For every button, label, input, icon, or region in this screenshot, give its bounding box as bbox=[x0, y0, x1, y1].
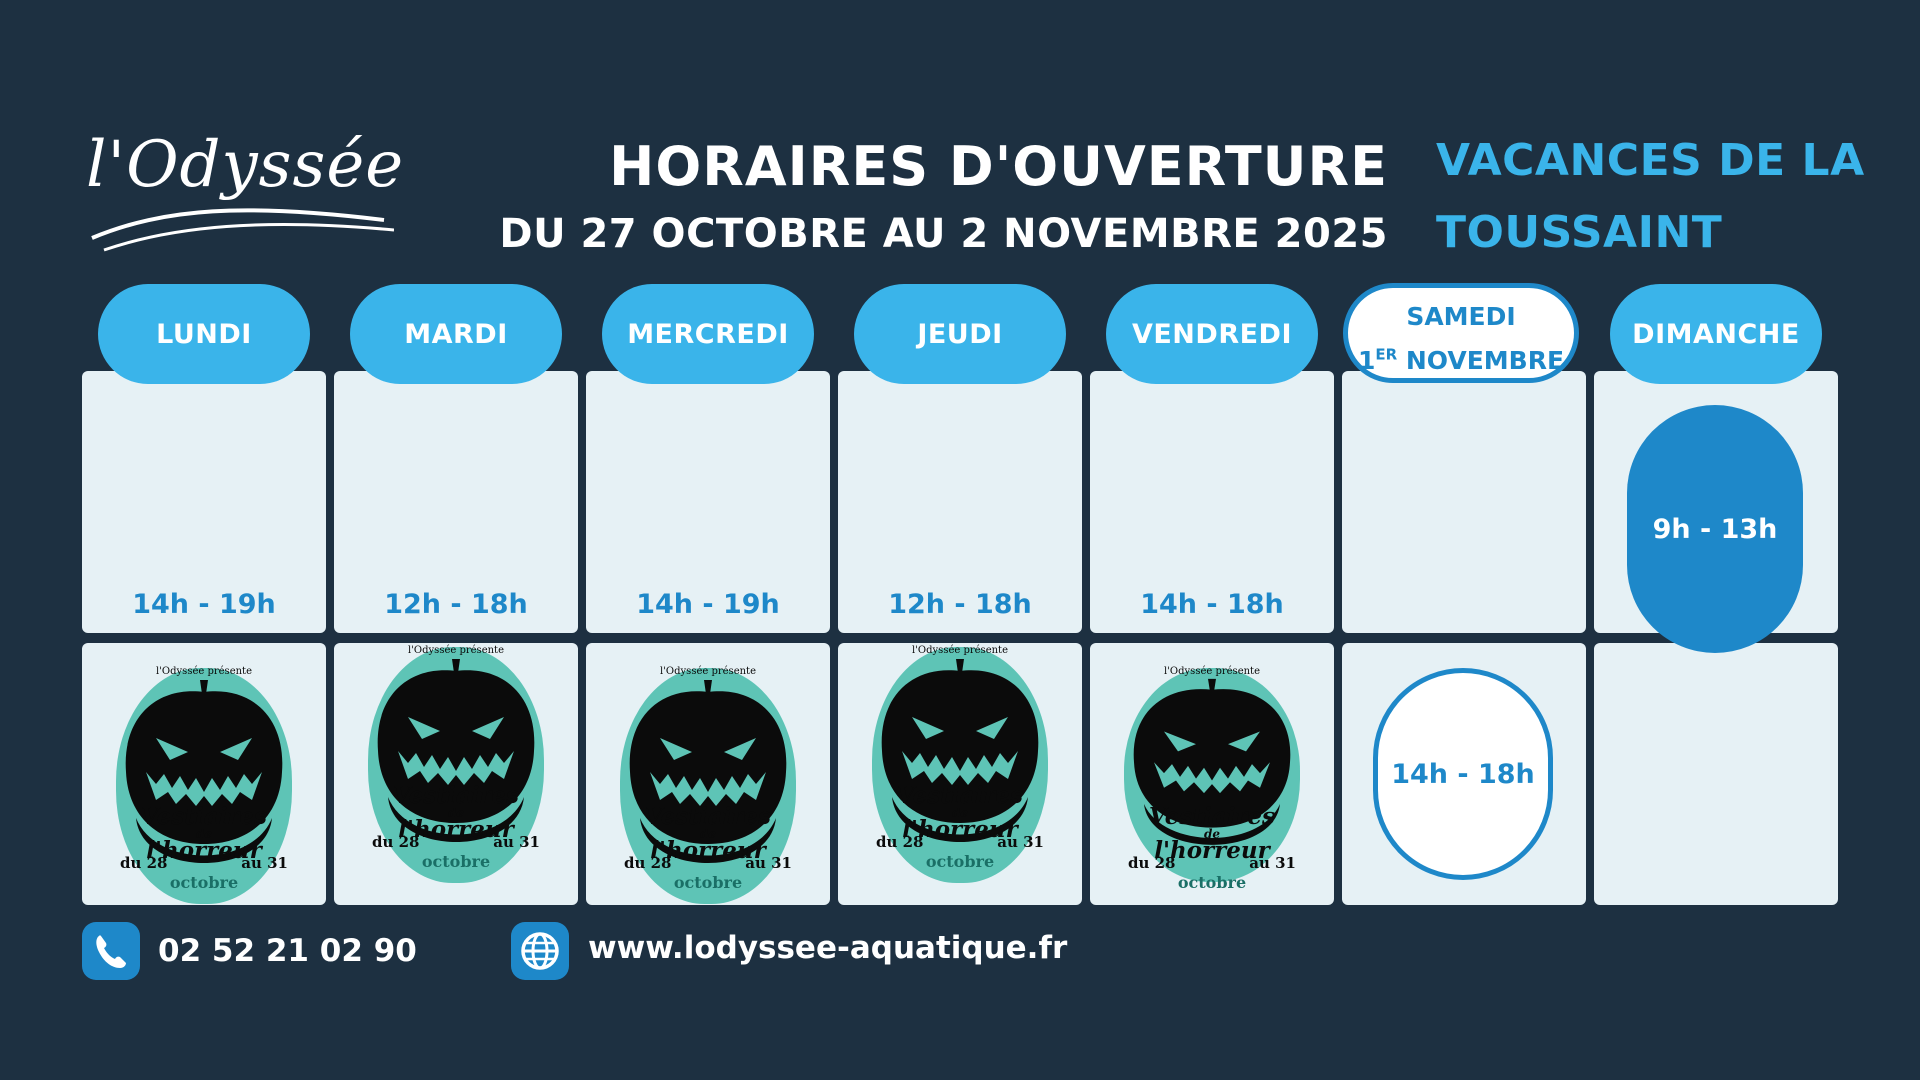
poster-month: octobre bbox=[1177, 873, 1247, 892]
day-samedi-line1: SAMEDI bbox=[1406, 302, 1516, 331]
poster-from: du 28 bbox=[1128, 854, 1176, 872]
poster-from: du 28 bbox=[876, 833, 924, 851]
globe-icon bbox=[511, 922, 569, 980]
holiday-period: VACANCES DE LA TOUSSAINT bbox=[1436, 135, 1865, 258]
pumpkin-icon bbox=[1133, 678, 1291, 845]
day-lundi: LUNDI bbox=[98, 284, 310, 384]
poster-top-text: l'Odyssée présente bbox=[659, 666, 756, 677]
logo-wave-icon bbox=[91, 208, 394, 252]
poster-title: Vestiaires de l'horreur bbox=[896, 782, 1024, 843]
day-mercredi: MERCREDI bbox=[602, 284, 814, 384]
poster-top-text: l'Odyssée présente bbox=[155, 666, 252, 677]
event-poster-vendredi: l'Odyssée présente Vestiaires de l'horreur d… bbox=[1124, 666, 1300, 892]
poster-month: octobre bbox=[421, 852, 491, 871]
pumpkin-icon bbox=[629, 680, 787, 863]
cell-jeudi-1: 12h - 18h bbox=[838, 371, 1082, 633]
poster-to: au 31 bbox=[997, 833, 1044, 851]
poster-from: du 28 bbox=[372, 833, 420, 851]
website-link[interactable]: www.lodyssee-aquatique.fr bbox=[588, 930, 1068, 966]
phone-icon bbox=[82, 922, 140, 980]
day-jeudi: JEUDI bbox=[854, 284, 1066, 384]
time-mardi: 12h - 18h bbox=[384, 589, 528, 620]
cell-lundi-1: 14h - 19h bbox=[82, 371, 326, 633]
poster-title: Vestiaires de l'horreur bbox=[644, 803, 772, 864]
cell-dimanche-2 bbox=[1594, 643, 1838, 905]
time-mercredi: 14h - 19h bbox=[636, 589, 780, 620]
day-samedi: SAMEDI 1ER NOVEMBRE bbox=[1343, 283, 1579, 383]
poster-month: octobre bbox=[169, 873, 239, 892]
cell-samedi-1 bbox=[1342, 371, 1586, 633]
page-title: HORAIRES D'OUVERTURE bbox=[609, 135, 1388, 198]
poster-title: Vestiaires de l'horreur bbox=[1148, 803, 1276, 864]
day-vendredi: VENDREDI bbox=[1106, 284, 1318, 384]
poster-to: au 31 bbox=[493, 833, 540, 851]
poster-month: octobre bbox=[673, 873, 743, 892]
time-samedi: 14h - 18h bbox=[1373, 668, 1553, 880]
pumpkin-icon bbox=[881, 659, 1039, 842]
time-dimanche: 9h - 13h bbox=[1627, 405, 1803, 653]
event-poster-jeudi: l'Odyssée présente Vestiaires de l'horreur d… bbox=[872, 645, 1048, 883]
logo: l'Odyssée bbox=[84, 128, 404, 258]
poster-from: du 28 bbox=[120, 854, 168, 872]
poster-top-text: l'Odyssée présente bbox=[911, 645, 1008, 656]
poster-to: au 31 bbox=[745, 854, 792, 872]
event-poster-mercredi: l'Odyssée présente Vestiaires de l'horreur d… bbox=[620, 666, 796, 904]
day-mardi: MARDI bbox=[350, 284, 562, 384]
event-poster-mardi: l'Odyssée présente Vestiaires de l'horreur d… bbox=[368, 645, 544, 883]
phone-number[interactable]: 02 52 21 02 90 bbox=[158, 933, 417, 969]
poster-to: au 31 bbox=[1249, 854, 1296, 872]
time-lundi: 14h - 19h bbox=[132, 589, 276, 620]
pumpkin-icon bbox=[377, 659, 535, 842]
poster-month: octobre bbox=[925, 852, 995, 871]
logo-text: l'Odyssée bbox=[86, 128, 405, 202]
event-poster-lundi: l'Odyssée présente Vestiaires de l'horreur d… bbox=[116, 666, 292, 904]
pumpkin-icon bbox=[125, 680, 283, 863]
poster-title: Vestiaires de l'horreur bbox=[140, 803, 268, 864]
poster-title: Vestiaires de l'horreur bbox=[392, 782, 520, 843]
poster-to: au 31 bbox=[241, 854, 288, 872]
poster-top-text: l'Odyssée présente bbox=[407, 645, 504, 656]
cell-mardi-1: 12h - 18h bbox=[334, 371, 578, 633]
poster-from: du 28 bbox=[624, 854, 672, 872]
day-dimanche: DIMANCHE bbox=[1610, 284, 1822, 384]
time-jeudi: 12h - 18h bbox=[888, 589, 1032, 620]
day-samedi-line2: 1ER NOVEMBRE bbox=[1357, 346, 1565, 376]
poster-top-text: l'Odyssée présente bbox=[1163, 666, 1260, 677]
cell-mercredi-1: 14h - 19h bbox=[586, 371, 830, 633]
date-range: DU 27 OCTOBRE AU 2 NOVEMBRE 2025 bbox=[499, 211, 1388, 257]
time-vendredi: 14h - 18h bbox=[1140, 589, 1284, 620]
cell-vendredi-1: 14h - 18h bbox=[1090, 371, 1334, 633]
